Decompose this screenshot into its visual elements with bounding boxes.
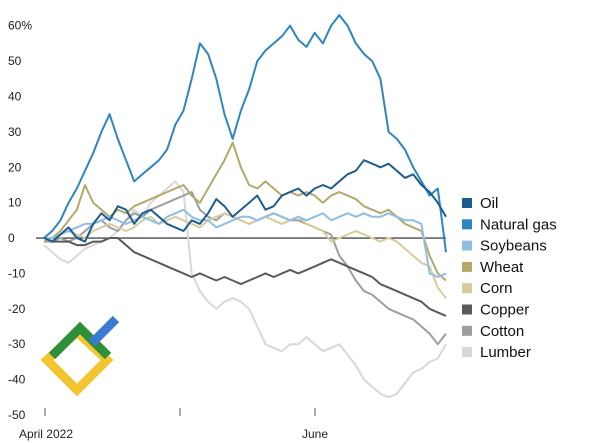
watermark-logo-icon <box>40 315 120 397</box>
x-tick-label: April 2022 <box>19 427 73 441</box>
y-tick-label: -50 <box>8 408 26 422</box>
series-group <box>43 14 447 399</box>
legend-swatch-corn <box>462 283 472 294</box>
y-tick-label: 60% <box>8 19 32 33</box>
legend-swatch-wheat <box>462 261 472 272</box>
y-tick-label: -30 <box>8 337 26 351</box>
y-axis: 60% 50 40 30 20 10 0 -10 -20 -30 -40 -50 <box>8 19 446 422</box>
y-tick-label: 30 <box>8 125 22 139</box>
series-line-wheat <box>43 141 447 282</box>
legend-label-oil: Oil <box>480 195 498 212</box>
chart-legend: Oil Natural gas Soybeans Wheat Corn Copper Cot… <box>462 195 557 361</box>
legend-swatch-cotton <box>462 325 472 336</box>
y-tick-label: 40 <box>8 89 22 103</box>
legend-label-cotton: Cotton <box>480 323 524 340</box>
legend-swatch-copper <box>462 304 472 315</box>
y-tick-label: 20 <box>8 160 22 174</box>
legend-label-soybeans: Soybeans <box>480 238 547 255</box>
y-tick-label: -40 <box>8 373 26 387</box>
y-tick-label: 50 <box>8 54 22 68</box>
x-tick-label: June <box>302 427 328 441</box>
legend-label-natural-gas: Natural gas <box>480 216 557 233</box>
series-line-oil <box>43 159 447 243</box>
legend-label-lumber: Lumber <box>480 344 531 361</box>
y-tick-label: 0 <box>8 231 15 245</box>
legend-label-copper: Copper <box>480 302 529 319</box>
legend-swatch-natural-gas <box>462 219 472 230</box>
y-tick-label: 10 <box>8 196 22 210</box>
legend-label-corn: Corn <box>480 280 513 297</box>
series-line-lumber <box>43 180 447 399</box>
legend-label-wheat: Wheat <box>480 259 524 276</box>
y-tick-label: -10 <box>8 266 26 280</box>
x-axis: April 2022 June <box>19 408 328 441</box>
legend-swatch-soybeans <box>462 240 472 251</box>
series-line-natural-gas <box>43 14 447 253</box>
series-line-corn <box>43 212 447 299</box>
legend-swatch-lumber <box>462 347 472 358</box>
y-tick-label: -20 <box>8 302 26 316</box>
series-line-copper <box>43 237 447 317</box>
legend-swatch-oil <box>462 198 472 208</box>
series-line-soybeans <box>44 208 447 278</box>
